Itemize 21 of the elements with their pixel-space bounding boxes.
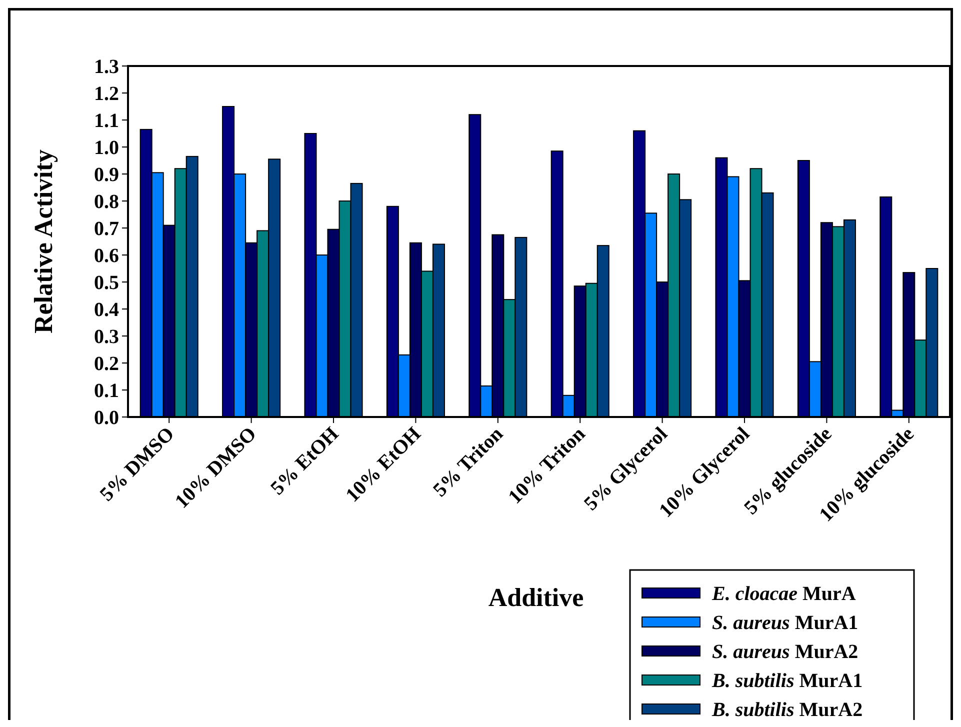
y-tick-label: 0.1 [94,380,119,402]
y-tick-label: 0.2 [94,353,119,375]
legend-label: B. subtilis MurA1 [711,670,863,692]
legend-label: E. cloacae MurA [711,583,856,605]
y-tick-label: 0.3 [94,326,119,348]
y-tick-label: 0.0 [94,407,119,429]
y-tick-label: 1.0 [94,137,119,159]
y-tick-label: 0.5 [94,272,119,294]
legend-label: S. aureus MurA1 [712,612,858,634]
y-tick-label: 0.9 [94,164,119,186]
y-tick-label: 1.1 [94,110,119,132]
y-tick-label: 1.2 [94,83,119,105]
y-tick-label: 0.7 [94,218,119,240]
legend-label: B. subtilis MurA2 [711,699,863,721]
y-tick-label: 0.6 [94,245,119,267]
y-tick-label: 1.3 [94,56,119,78]
y-axis-title: Relative Activity [29,149,58,334]
y-tick-label: 0.4 [94,299,119,321]
legend-label: S. aureus MurA2 [712,641,858,663]
x-axis-title: Additive [488,583,584,612]
y-tick-label: 0.8 [94,191,119,213]
